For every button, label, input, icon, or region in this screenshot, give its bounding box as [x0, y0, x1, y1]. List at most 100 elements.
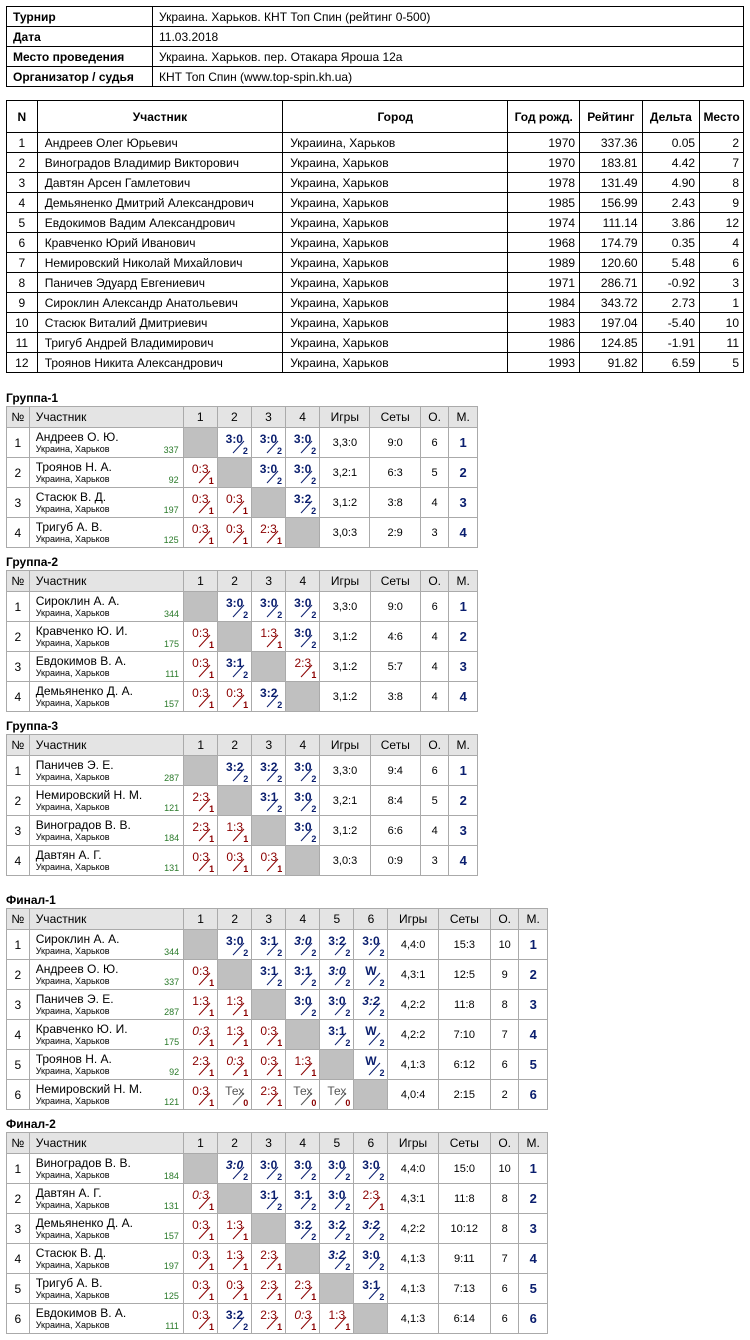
match-cell[interactable]: 3:0 2: [353, 929, 389, 960]
match-cell[interactable]: 3:0 2: [285, 457, 321, 488]
match-cell[interactable]: 3:0 2: [216, 427, 252, 458]
match-cell[interactable]: 2:3 1: [183, 815, 219, 846]
match-cell[interactable]: Тех 0: [319, 1079, 355, 1110]
match-cell[interactable]: 0:3 1: [217, 1273, 253, 1304]
match-score: 0:3: [192, 1308, 209, 1322]
match-cell[interactable]: 3:0 2: [319, 959, 355, 990]
match-cell[interactable]: 2:3 1: [250, 517, 287, 548]
match-cell[interactable]: 3:0 2: [285, 591, 321, 622]
match-cell[interactable]: 1:3 1: [217, 1213, 253, 1244]
match-cell[interactable]: 3:0 2: [319, 1153, 355, 1184]
match-cell[interactable]: 3:0 2: [353, 1153, 389, 1184]
match-cell[interactable]: 0:3 1: [182, 1183, 219, 1214]
match-cell[interactable]: 3:0 2: [217, 591, 253, 622]
match-cell[interactable]: 1:3 1: [217, 1019, 253, 1050]
match-cell[interactable]: 3:0 2: [217, 1153, 253, 1184]
match-cell[interactable]: 0:3 1: [183, 1079, 219, 1110]
match-cell[interactable]: 3:2 2: [251, 755, 287, 786]
match-cell[interactable]: 3:2 2: [319, 1213, 355, 1244]
match-cell[interactable]: 3:0 2: [285, 1153, 321, 1184]
match-cell[interactable]: 3:0 2: [285, 755, 321, 786]
match-cell[interactable]: 2:3 1: [251, 1273, 287, 1304]
match-cell[interactable]: 0:3 1: [216, 517, 252, 548]
match-cell[interactable]: Тех 0: [217, 1079, 253, 1110]
match-cell[interactable]: 0:3 1: [251, 1019, 287, 1050]
match-cell[interactable]: 3:1 2: [319, 1019, 355, 1050]
player-city: Украина, Харьков: [35, 832, 110, 842]
match-cell[interactable]: 3:1 2: [251, 1183, 287, 1214]
match-cell[interactable]: 3:0 2: [285, 989, 321, 1020]
match-cell[interactable]: 3:1 2: [251, 785, 287, 816]
match-cell[interactable]: 3:0 2: [285, 427, 321, 458]
match-cell[interactable]: 3:2 2: [217, 1303, 253, 1334]
match-cell[interactable]: 3:2 2: [217, 755, 253, 786]
match-cell[interactable]: 1:3 1: [183, 989, 219, 1020]
match-cell[interactable]: 3:0 2: [285, 929, 321, 960]
match-cell[interactable]: Тех 0: [285, 1079, 321, 1110]
match-cell[interactable]: 2:3 1: [183, 785, 219, 816]
match-cell[interactable]: 1:3 1: [217, 989, 253, 1020]
match-cell[interactable]: 3:0 2: [250, 457, 287, 488]
match-cell[interactable]: 3:2 2: [251, 681, 287, 712]
match-cell[interactable]: 0:3 1: [251, 1049, 287, 1080]
match-cell[interactable]: 0:3 1: [182, 457, 218, 488]
match-cell[interactable]: 3:0 2: [285, 621, 321, 652]
match-cell[interactable]: 3:2 2: [285, 1213, 321, 1244]
match-cell[interactable]: 3:1 2: [217, 651, 253, 682]
match-cell[interactable]: 3:2 2: [319, 1243, 355, 1274]
match-cell[interactable]: 0:3 1: [183, 959, 219, 990]
match-cell[interactable]: 1:3 1: [251, 621, 287, 652]
match-cell[interactable]: 3:0 2: [250, 427, 287, 458]
match-cell[interactable]: 0:3 1: [182, 1273, 219, 1304]
match-cell[interactable]: 3:2 2: [319, 929, 355, 960]
match-cell[interactable]: 3:2 2: [353, 989, 389, 1020]
match-cell[interactable]: 3:0 2: [217, 929, 253, 960]
match-cell[interactable]: 3:0 2: [251, 591, 287, 622]
match-score: 0:3: [192, 656, 209, 670]
match-cell[interactable]: 2:3 1: [251, 1079, 287, 1110]
match-cell[interactable]: 2:3 1: [183, 1049, 219, 1080]
match-cell[interactable]: 0:3 1: [217, 1049, 253, 1080]
match-cell[interactable]: 3:0 2: [319, 989, 355, 1020]
group-player: Андреев О. Ю. Украина, Харьков 337: [28, 959, 185, 990]
match-cell[interactable]: 3:0 2: [285, 785, 321, 816]
match-cell[interactable]: 3:0 2: [353, 1243, 389, 1274]
match-cell[interactable]: 3:2 2: [353, 1213, 389, 1244]
match-cell[interactable]: 0:3 1: [182, 621, 219, 652]
match-cell[interactable]: 2:3 1: [285, 651, 321, 682]
match-cell[interactable]: 2:3 1: [251, 1243, 287, 1274]
match-cell[interactable]: 2:3 1: [251, 1303, 287, 1334]
match-cell[interactable]: 0:3 1: [217, 681, 253, 712]
match-cell[interactable]: 2:3 1: [353, 1183, 389, 1214]
match-cell[interactable]: 3:0 2: [319, 1183, 355, 1214]
match-cell[interactable]: 0:3 1: [182, 1243, 219, 1274]
match-cell[interactable]: 1:3 1: [217, 815, 253, 846]
match-cell[interactable]: 1:3 1: [285, 1049, 321, 1080]
match-cell[interactable]: 3:0 2: [285, 815, 321, 846]
match-cell[interactable]: 0:3 1: [251, 845, 287, 876]
match-cell[interactable]: 1:3 1: [319, 1303, 355, 1334]
match-cell[interactable]: 0:3 1: [182, 651, 219, 682]
match-cell[interactable]: 0:3 1: [182, 681, 219, 712]
match-cell[interactable]: 1:3 1: [217, 1243, 253, 1274]
match-cell[interactable]: 0:3 1: [182, 517, 218, 548]
match-cell[interactable]: 3:1 2: [353, 1273, 389, 1304]
match-cell[interactable]: 3:0 2: [251, 1153, 287, 1184]
match-cell[interactable]: 2:3 1: [285, 1273, 321, 1304]
match-cell[interactable]: 0:3 1: [183, 1019, 219, 1050]
match-cell[interactable]: 3:2 2: [285, 487, 321, 518]
match-cell[interactable]: 0:3 1: [182, 1213, 219, 1244]
match-cell[interactable]: 0:3 1: [183, 845, 219, 876]
match-cell[interactable]: 0:3 1: [285, 1303, 321, 1334]
match-cell[interactable]: 3:1 2: [285, 1183, 321, 1214]
match-cell[interactable]: 0:3 1: [216, 487, 252, 518]
match-cell[interactable]: 3:1 2: [251, 929, 287, 960]
match-cell[interactable]: 0:3 1: [182, 1303, 219, 1334]
match-cell[interactable]: 3:1 2: [285, 959, 321, 990]
match-cell[interactable]: 0:3 1: [182, 487, 218, 518]
match-cell[interactable]: 3:1 2: [251, 959, 287, 990]
match-cell[interactable]: 0:3 1: [217, 845, 253, 876]
